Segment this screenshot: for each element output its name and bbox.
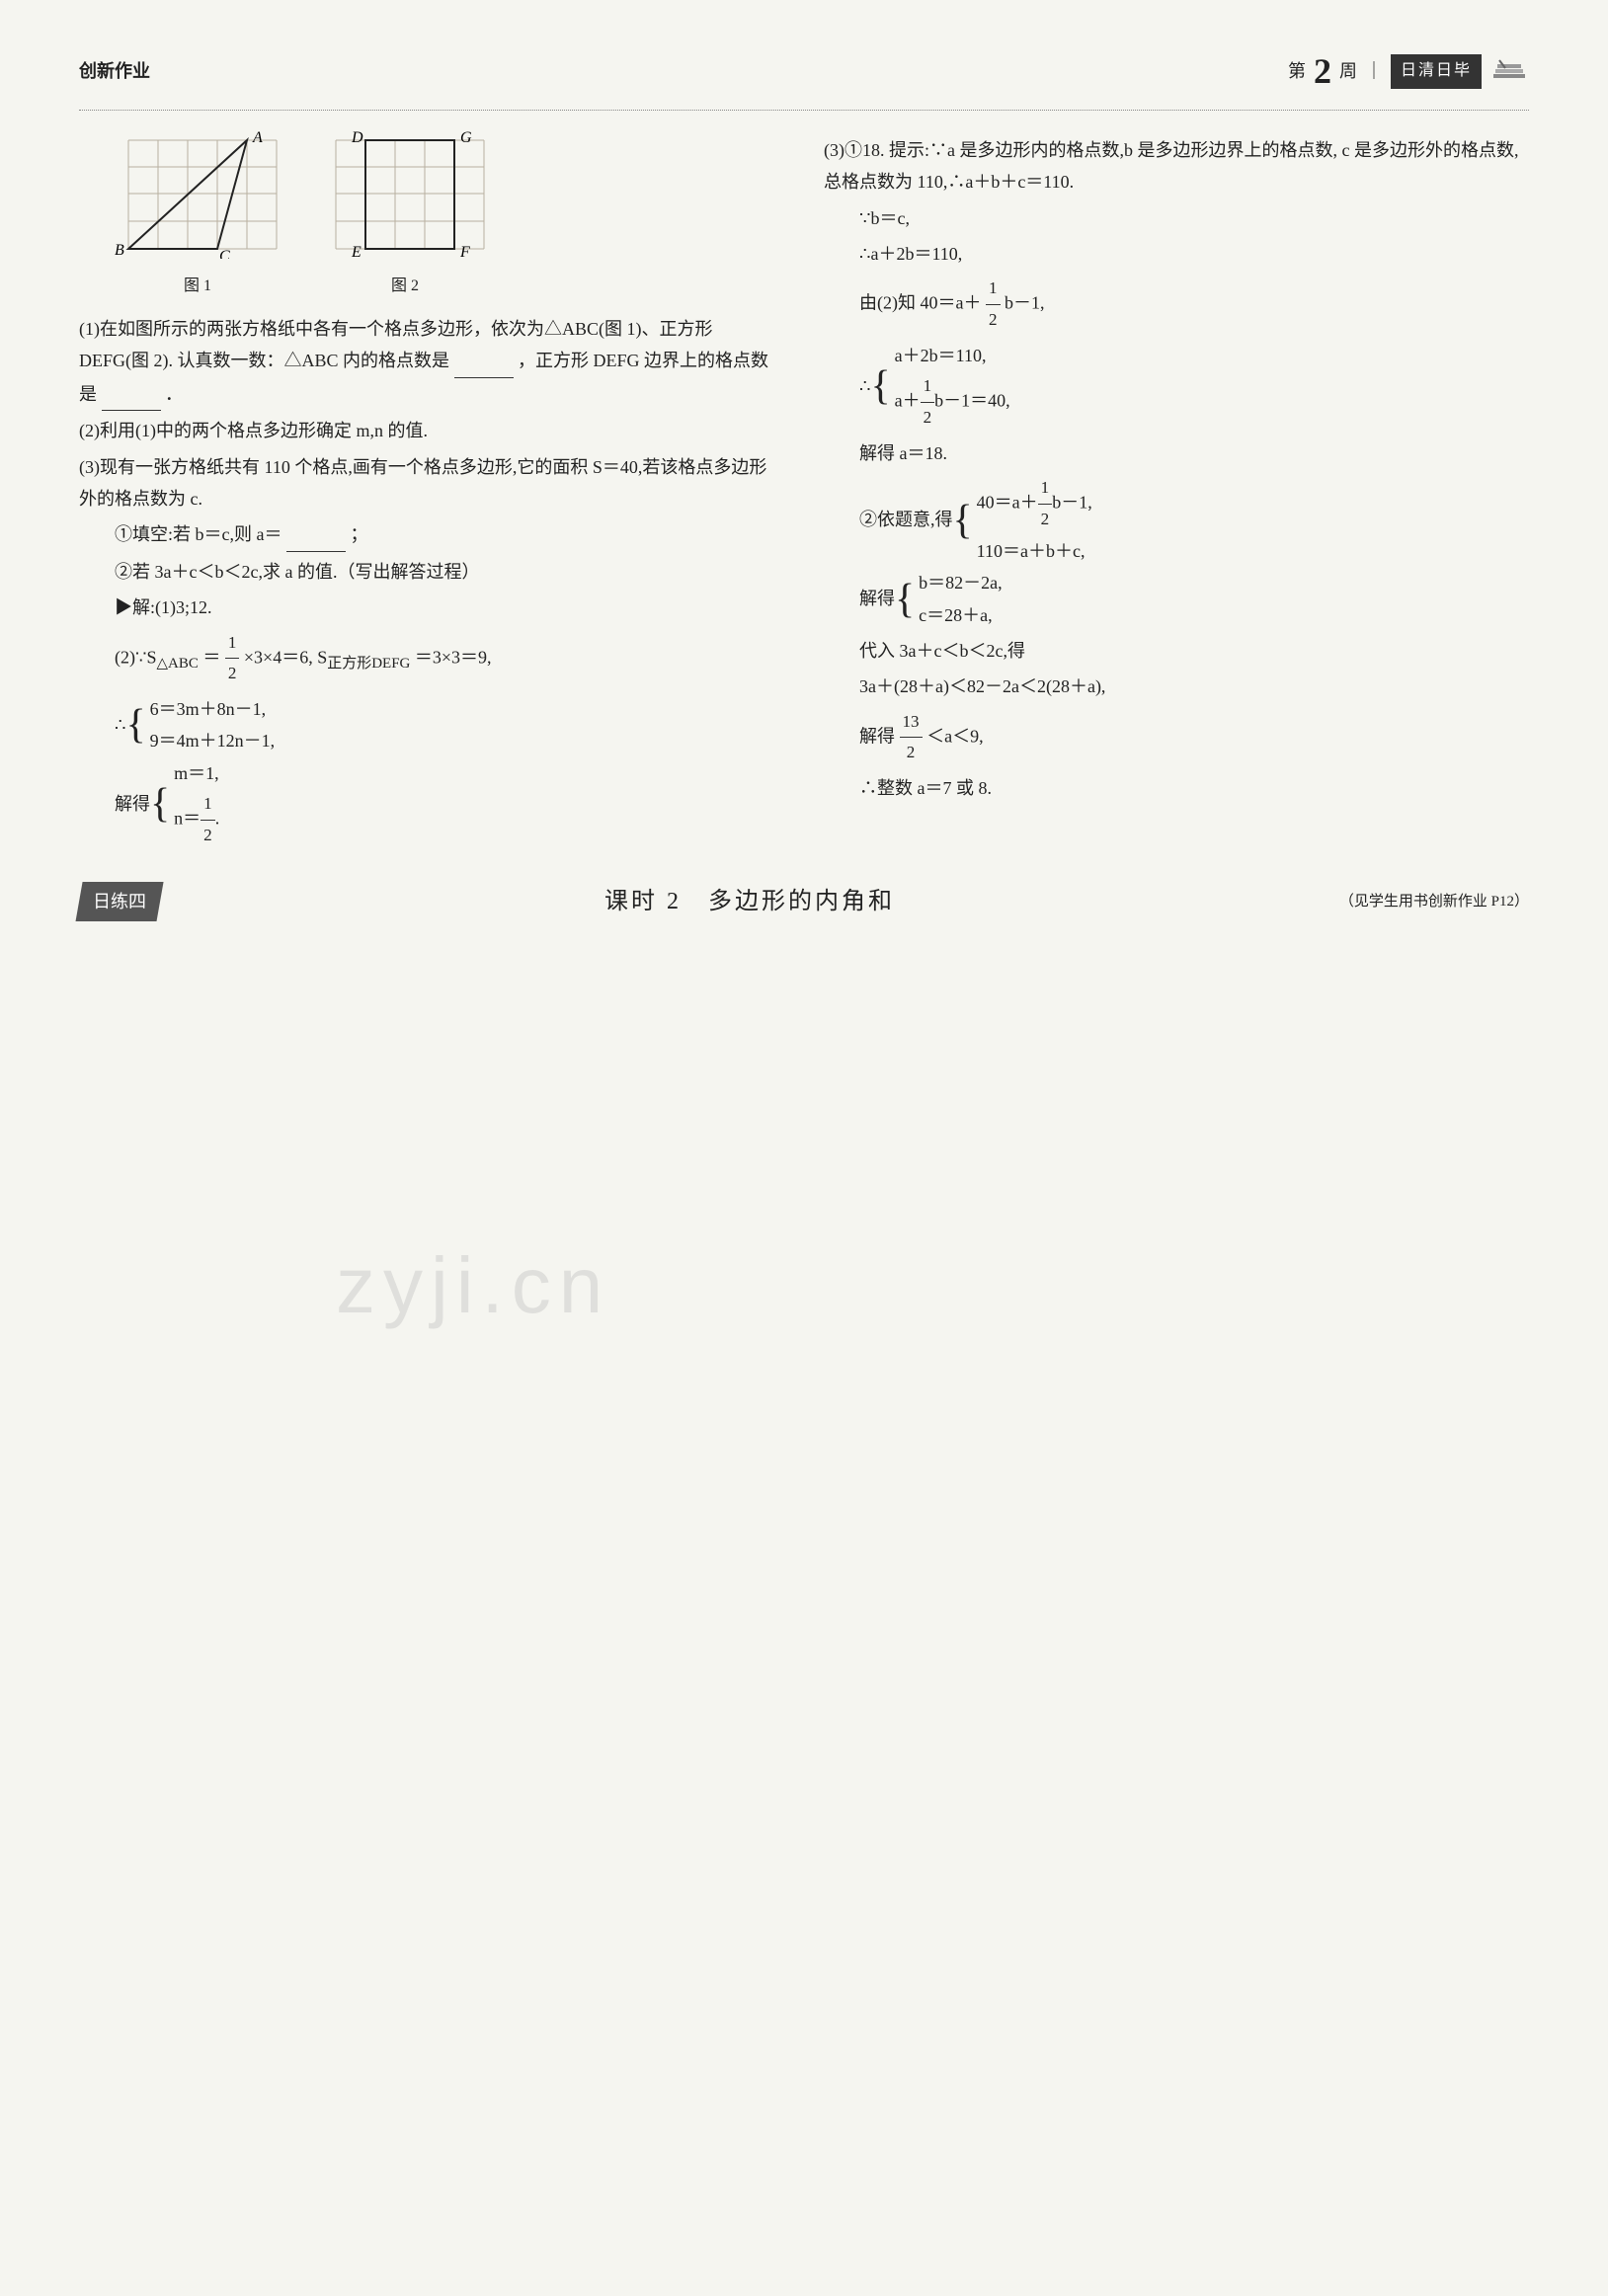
books-icon — [1489, 56, 1529, 86]
r10: 3a＋(28＋a)＜82－2a＜2(28＋a), — [824, 671, 1529, 702]
blank-3 — [286, 518, 346, 551]
page-header: 创新作业 第 2 周 ｜ 日清日毕 — [79, 40, 1529, 111]
label-G: G — [460, 130, 472, 146]
ref-note: （见学生用书创新作业 P12） — [1339, 889, 1529, 915]
week-suffix: 周 — [1339, 55, 1357, 87]
top-right-col: (3)①18. 提示:∵a 是多边形内的格点数,b 是多边形边界上的格点数, c… — [824, 130, 1529, 851]
top-two-col: A B C 图 1 D — [79, 130, 1529, 851]
q3b-text: ②若 3a＋c＜b＜2c,求 a 的值.（写出解答过程） — [79, 556, 784, 588]
week-prefix: 第 — [1288, 55, 1306, 87]
fig2-caption: 图 2 — [316, 273, 494, 301]
q1-text: (1)在如图所示的两张方格纸中各有一个格点多边形，依次为△ABC(图 1)、正方… — [79, 313, 784, 411]
tab-day4: 日练四 — [75, 882, 163, 921]
figure-1: A B C 图 1 — [109, 130, 286, 301]
label-B: B — [115, 242, 124, 259]
r11: 解得 132 ＜a＜9, — [824, 707, 1529, 769]
figures-row: A B C 图 1 D — [109, 130, 784, 301]
header-left: 创新作业 — [79, 55, 150, 87]
q3a-text: ①填空:若 b＝c,则 a＝ ； — [79, 518, 784, 551]
r2: ∵b＝c, — [824, 202, 1529, 234]
r4: 由(2)知 40＝a＋ 12 b－1, — [824, 274, 1529, 336]
label-D: D — [351, 130, 363, 146]
r1: (3)①18. 提示:∵a 是多边形内的格点数,b 是多边形边界上的格点数, c… — [824, 134, 1529, 198]
system-3: ∴{ a＋2b＝110, a＋12b－1＝40, — [859, 340, 1529, 434]
watermark-1: zyji.cn — [336, 1215, 610, 1357]
lesson-title-row: 日练四 课时 2 多边形的内角和 （见学生用书创新作业 P12） — [79, 881, 1529, 923]
week-number: 2 — [1314, 40, 1331, 104]
q2-text: (2)利用(1)中的两个格点多边形确定 m,n 的值. — [79, 415, 784, 446]
r9: 代入 3a＋c＜b＜2c,得 — [824, 635, 1529, 667]
fig1-caption: 图 1 — [109, 273, 286, 301]
top-left-col: A B C 图 1 D — [79, 130, 784, 851]
label-A: A — [252, 130, 263, 146]
sol-2: (2)∵S△ABC ＝ 12 ×3×4＝6, S正方形DEFG ＝3×3＝9, — [79, 628, 784, 690]
lesson-title: 课时 2 多边形的内角和 — [180, 881, 1320, 923]
system-2: 解得{ m＝1, n＝12. — [115, 757, 784, 851]
label-C: C — [219, 248, 230, 259]
r3: ∴a＋2b＝110, — [824, 238, 1529, 270]
header-right: 第 2 周 ｜ 日清日毕 — [1288, 40, 1529, 104]
q3-text: (3)现有一张方格纸共有 110 个格点,画有一个格点多边形,它的面积 S＝40… — [79, 451, 784, 515]
figure-2: D G E F 图 2 — [316, 130, 494, 301]
r6: 解得 a＝18. — [824, 437, 1529, 469]
system-5: 解得{ b＝82－2a, c＝28＋a, — [859, 567, 1529, 631]
label-E: E — [351, 244, 362, 259]
blank-2 — [102, 378, 161, 411]
badge-daily: 日清日毕 — [1391, 54, 1482, 89]
label-F: F — [459, 244, 470, 259]
blank-1 — [454, 345, 514, 377]
r12: ∴整数 a＝7 或 8. — [824, 772, 1529, 804]
system-4: ②依题意,得{ 40＝a＋12b－1, 110＝a＋b＋c, — [859, 473, 1529, 567]
sol-1: ▶解:(1)3;12. — [79, 592, 784, 623]
system-1: ∴{ 6＝3m＋8n－1, 9＝4m＋12n－1, — [115, 693, 784, 757]
page: 创新作业 第 2 周 ｜ 日清日毕 — [79, 40, 1529, 923]
